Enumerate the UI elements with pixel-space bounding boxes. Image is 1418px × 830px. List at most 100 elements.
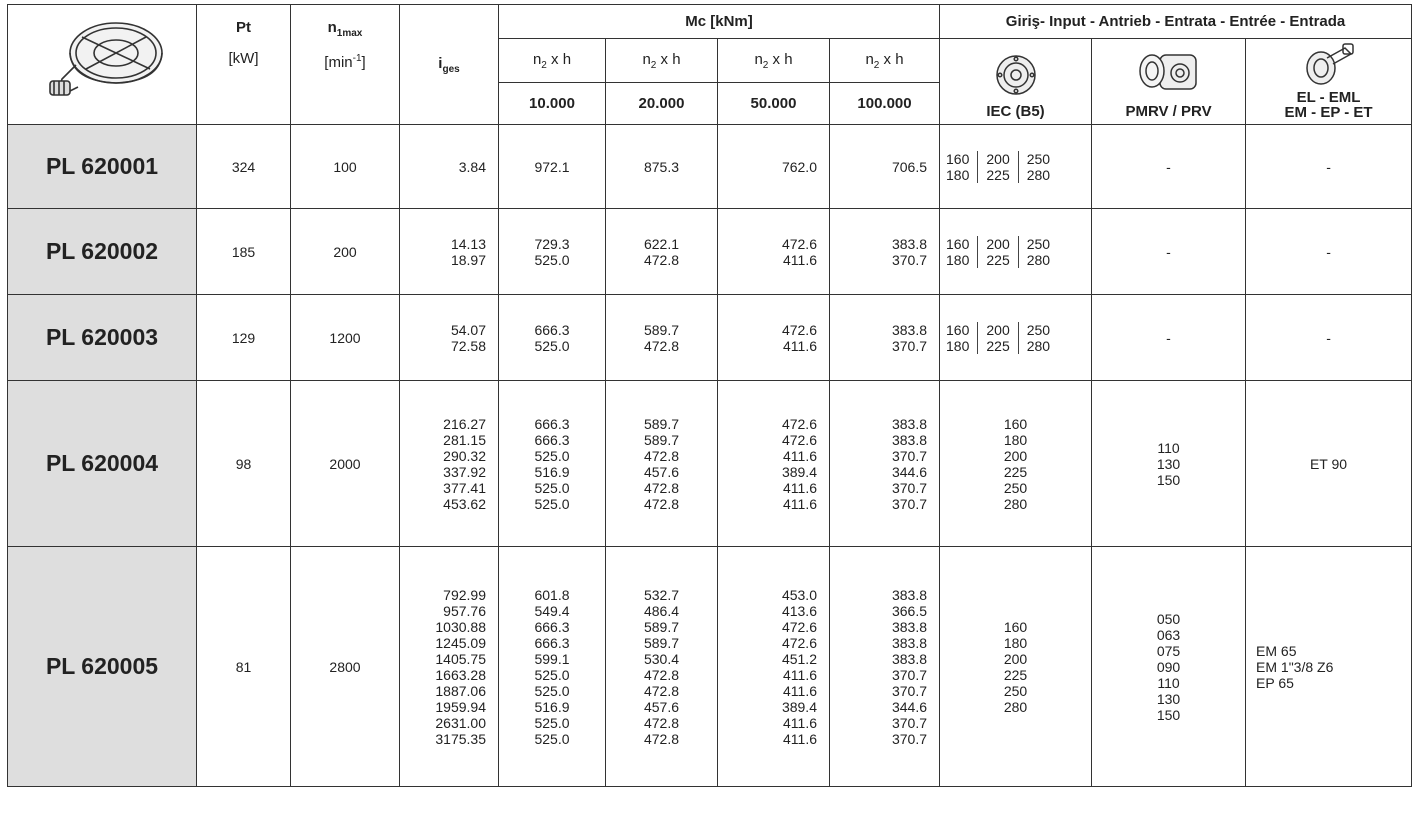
- table-row: PL 620005 81 2800 792.99 957.76 1030.88 …: [7, 546, 1413, 787]
- n1max-cell: 2800: [290, 546, 400, 787]
- iec-col: 250 280: [1017, 235, 1058, 268]
- worm-gearbox-icon: [1138, 54, 1197, 90]
- model-cell: PL 620001: [7, 124, 197, 209]
- el-header: EL - EML EM - EP - ET: [1245, 38, 1413, 125]
- n2xh-label-1: n2 x h: [498, 38, 606, 83]
- iges-cell: 216.27 281.15 290.32 337.92 377.41 453.6…: [399, 380, 499, 547]
- iges-header: iges: [399, 4, 499, 125]
- table-row: PL 620002 185 200 14.13 18.97 729.3 525.…: [7, 208, 1413, 295]
- iec-col: 250 280: [1017, 150, 1058, 183]
- mc20-cell: 622.1 472.8: [605, 208, 718, 295]
- hours-100000: 100.000: [828, 82, 941, 125]
- iges-cell: 3.84: [399, 124, 499, 209]
- n2xh-label-2: n2 x h: [605, 38, 718, 83]
- gearbox-image-cell: [7, 4, 197, 125]
- iec-col: 250 280: [1017, 321, 1058, 354]
- iges-cell: 14.13 18.97: [399, 208, 499, 295]
- mc100-cell: 383.8 370.7: [828, 294, 941, 381]
- model-cell: PL 620003: [7, 294, 197, 381]
- iec-cell: 160 180 200 225 250 280: [939, 546, 1093, 787]
- iec-col: 200 225: [977, 321, 1017, 354]
- iec-col: 200 225: [977, 150, 1017, 183]
- pmrv-cell: 050 063 075 090 110 130 150: [1091, 546, 1247, 787]
- header-row-3: 10.000 20.000 50.000 100.000: [8, 82, 1412, 125]
- iec-col: 160 180: [946, 321, 970, 354]
- hours-10000: 10.000: [498, 82, 606, 125]
- planetary-gearbox-icon: [49, 22, 163, 96]
- pt-cell: 324: [196, 124, 291, 209]
- iec-cell: 160 180 200 225 250 280: [939, 124, 1093, 209]
- header-row-1: Pt [kW] n1max [min-1] iges Mc [kNm] Giri…: [7, 4, 1413, 125]
- pt-cell: 98: [196, 380, 291, 547]
- motor-adapter-icon: [1305, 43, 1354, 85]
- mc20-cell: 589.7 589.7 472.8 457.6 472.8 472.8: [605, 380, 718, 547]
- table-row: PL 620004 98 2000 216.27 281.15 290.32 3…: [7, 380, 1413, 547]
- mc100-cell: 383.8 366.5 383.8 383.8 383.8 370.7 370.…: [828, 546, 941, 787]
- iec-cell: 160 180 200 225 250 280: [939, 208, 1093, 295]
- model-cell: PL 620002: [7, 208, 197, 295]
- iec-col: 160 180: [946, 150, 970, 183]
- mc50-cell: 472.6 411.6: [717, 294, 830, 381]
- iges-cell: 792.99 957.76 1030.88 1245.09 1405.75 16…: [399, 546, 499, 787]
- mc50-cell: 453.0 413.6 472.6 472.6 451.2 411.6 411.…: [717, 546, 830, 787]
- table-row: PL 620001 324 100 3.84 972.1 875.3 762.0…: [7, 124, 1413, 209]
- el-cell: EM 65 EM 1"3/8 Z6 EP 65: [1245, 546, 1413, 787]
- n1max-label: n1max: [327, 19, 363, 39]
- mc10-cell: 601.8 549.4 666.3 666.3 599.1 525.0 525.…: [498, 546, 606, 787]
- iec-cell: 160 180 200 225 250 280: [939, 380, 1093, 547]
- pt-unit: [kW]: [228, 50, 259, 67]
- iec-flange-icon: [995, 55, 1036, 95]
- pt-cell: 129: [196, 294, 291, 381]
- el-cell: -: [1245, 124, 1413, 209]
- iec-col: 200 225: [977, 235, 1017, 268]
- n2xh-label-4: n2 x h: [828, 38, 941, 83]
- pt-label: Pt: [236, 19, 251, 36]
- mc20-cell: 875.3: [605, 124, 718, 209]
- n1max-cell: 200: [290, 208, 400, 295]
- iec-col: 160 180: [946, 235, 970, 268]
- mc20-cell: 589.7 472.8: [605, 294, 718, 381]
- n1max-cell: 2000: [290, 380, 400, 547]
- mc50-cell: 472.6 411.6: [717, 208, 830, 295]
- mc10-cell: 666.3 525.0: [498, 294, 606, 381]
- input-header: Giriş- Input - Antrieb - Entrata - Entré…: [939, 4, 1413, 39]
- pt-header: Pt [kW]: [196, 4, 291, 125]
- pmrv-cell: 110 130 150: [1091, 380, 1247, 547]
- mc50-cell: 762.0: [717, 124, 830, 209]
- n1max-cell: 1200: [290, 294, 400, 381]
- el-cell: -: [1245, 294, 1413, 381]
- iec-cell: 160 180 200 225 250 280: [939, 294, 1093, 381]
- model-cell: PL 620005: [7, 546, 197, 787]
- mc20-cell: 532.7 486.4 589.7 589.7 530.4 472.8 472.…: [605, 546, 718, 787]
- el-cell: -: [1245, 208, 1413, 295]
- n1max-unit: [min-1]: [324, 53, 366, 71]
- model-cell: PL 620004: [7, 380, 197, 547]
- header-row-2: n2 x h n2 x h n2 x h n2 x h IEC (B5) PMR…: [8, 38, 1413, 125]
- iec-label: IEC (B5): [986, 103, 1045, 120]
- pmrv-cell: -: [1091, 124, 1247, 209]
- mc10-cell: 972.1: [498, 124, 606, 209]
- pmrv-header: PMRV / PRV: [1091, 38, 1247, 125]
- mc50-cell: 472.6 472.6 411.6 389.4 411.6 411.6: [717, 380, 830, 547]
- pt-cell: 185: [196, 208, 291, 295]
- spec-table: Pt [kW] n1max [min-1] iges Mc [kNm] Giri…: [7, 4, 1413, 787]
- mc-header: Mc [kNm]: [497, 4, 941, 39]
- pt-cell: 81: [196, 546, 291, 787]
- n1max-header: n1max [min-1]: [290, 4, 400, 125]
- el-cell: ET 90: [1245, 380, 1413, 547]
- mc100-cell: 706.5: [828, 124, 941, 209]
- hours-20000: 20.000: [605, 82, 718, 125]
- hours-50000: 50.000: [717, 82, 830, 125]
- n1max-cell: 100: [290, 124, 400, 209]
- table-row: PL 620003 129 1200 54.07 72.58 666.3 525…: [7, 294, 1413, 381]
- iges-cell: 54.07 72.58: [399, 294, 499, 381]
- iec-header: IEC (B5): [939, 38, 1093, 125]
- el-label: EL - EML EM - EP - ET: [1284, 89, 1373, 121]
- pmrv-cell: -: [1091, 208, 1247, 295]
- mc10-cell: 666.3 666.3 525.0 516.9 525.0 525.0: [498, 380, 606, 547]
- pmrv-label: PMRV / PRV: [1125, 103, 1212, 120]
- n2xh-label-3: n2 x h: [717, 38, 830, 83]
- pmrv-cell: -: [1091, 294, 1247, 381]
- mc100-cell: 383.8 370.7: [828, 208, 941, 295]
- mc10-cell: 729.3 525.0: [498, 208, 606, 295]
